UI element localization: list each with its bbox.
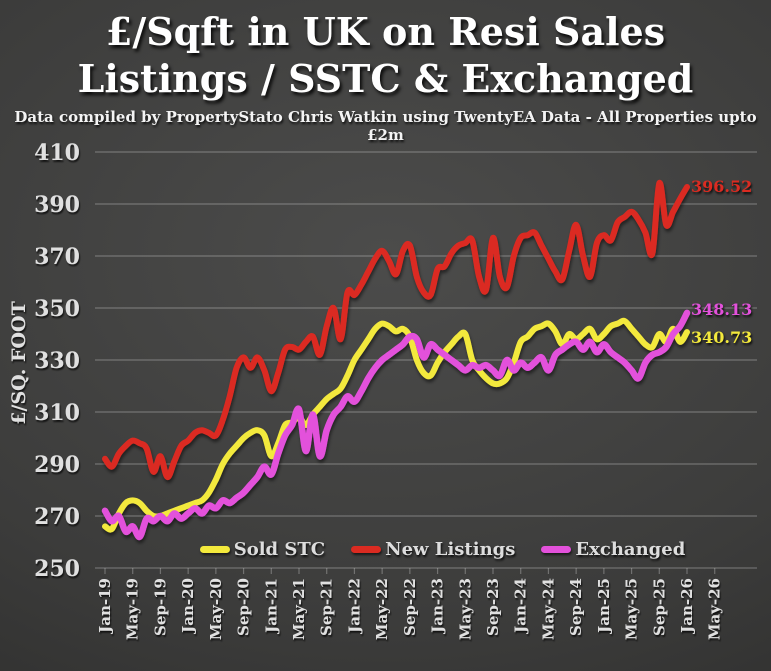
x-tick-label: Jan-24 [512,578,530,635]
x-tick-label: Sep-19 [151,578,169,636]
y-tick-label: 410 [34,140,80,166]
x-tick-label: May-23 [456,578,474,640]
x-tick-label: Sep-20 [235,578,253,636]
x-tick-label: Jan-21 [262,578,280,635]
x-tick-label: Jan-26 [678,578,696,635]
x-tick-label: Sep-23 [484,578,502,636]
legend-swatch-exchanged [541,546,572,553]
x-tick-label: Jan-20 [179,578,197,635]
y-axis-title: £/SQ. FOOT [8,301,30,424]
y-tick-label: 350 [34,296,80,322]
x-tick-label: Jan-23 [429,578,447,635]
series-line-new-listings [102,180,690,480]
series-lines [101,180,691,541]
x-tick-label: May-24 [539,578,557,640]
y-axis-labels: 250 270 290 310 330 350 370 390 410 [34,140,80,582]
x-tick-label: May-20 [207,578,225,640]
y-axis-title-group: £/SQ. FOOT [8,301,30,424]
x-tick-label: May-21 [290,578,308,640]
title-block: £/Sqft in UK on Resi Sales Listings / SS… [0,8,771,144]
x-tick-label: Jan-25 [595,578,613,635]
series-line-sold-stc [102,317,690,533]
x-tick-label: Sep-25 [650,578,668,636]
legend-item-exchanged: Exchanged [541,539,685,560]
y-tick-label: 370 [34,244,80,270]
legend-item-new-listings: New Listings [351,539,515,560]
x-axis-labels: Jan-19 May-19 Sep-19 Jan-20 May-20 Sep-20 Jan-… [96,578,724,640]
end-label-exchanged: 348.13 [691,299,753,319]
x-tick-label: May-26 [706,578,724,640]
x-tick-label: Sep-22 [401,578,419,636]
x-tick-label: May-19 [124,578,142,640]
x-tick-label: May-22 [373,578,391,640]
legend-item-sold-stc: Sold STC [199,539,326,560]
chart-subtitle: Data compiled by PropertyStato Chris Wat… [14,108,757,144]
y-tick-label: 390 [34,192,80,218]
x-tick-label: Jan-19 [96,578,114,635]
y-tick-label: 330 [34,348,80,374]
chart-legend: Sold STC New Listings Exchanged [165,539,720,560]
x-tick-label: Jan-22 [345,578,363,635]
y-tick-label: 270 [34,504,80,530]
end-label-sold-stc: 340.73 [691,328,753,348]
legend-swatch-new-listings [351,546,382,553]
x-axis-ticks [104,568,716,574]
legend-label-exchanged: Exchanged [575,539,686,560]
legend-label-sold-stc: Sold STC [233,539,326,560]
legend-swatch-sold-stc [199,546,230,553]
x-tick-label: Sep-24 [567,578,585,636]
legend-label-new-listings: New Listings [385,539,516,560]
y-tick-label: 310 [34,400,80,426]
y-tick-label: 250 [34,556,80,582]
end-label-new-listings: 396.52 [691,177,753,197]
chart-title-line-2: Listings / SSTC & Exchanged [77,56,694,101]
chart-title-line-1: £/Sqft in UK on Resi Sales [105,9,666,54]
series-line-exchanged [101,309,691,541]
x-tick-label: Sep-21 [318,578,336,636]
x-tick-label: May-25 [623,578,641,640]
y-tick-label: 290 [34,452,80,478]
